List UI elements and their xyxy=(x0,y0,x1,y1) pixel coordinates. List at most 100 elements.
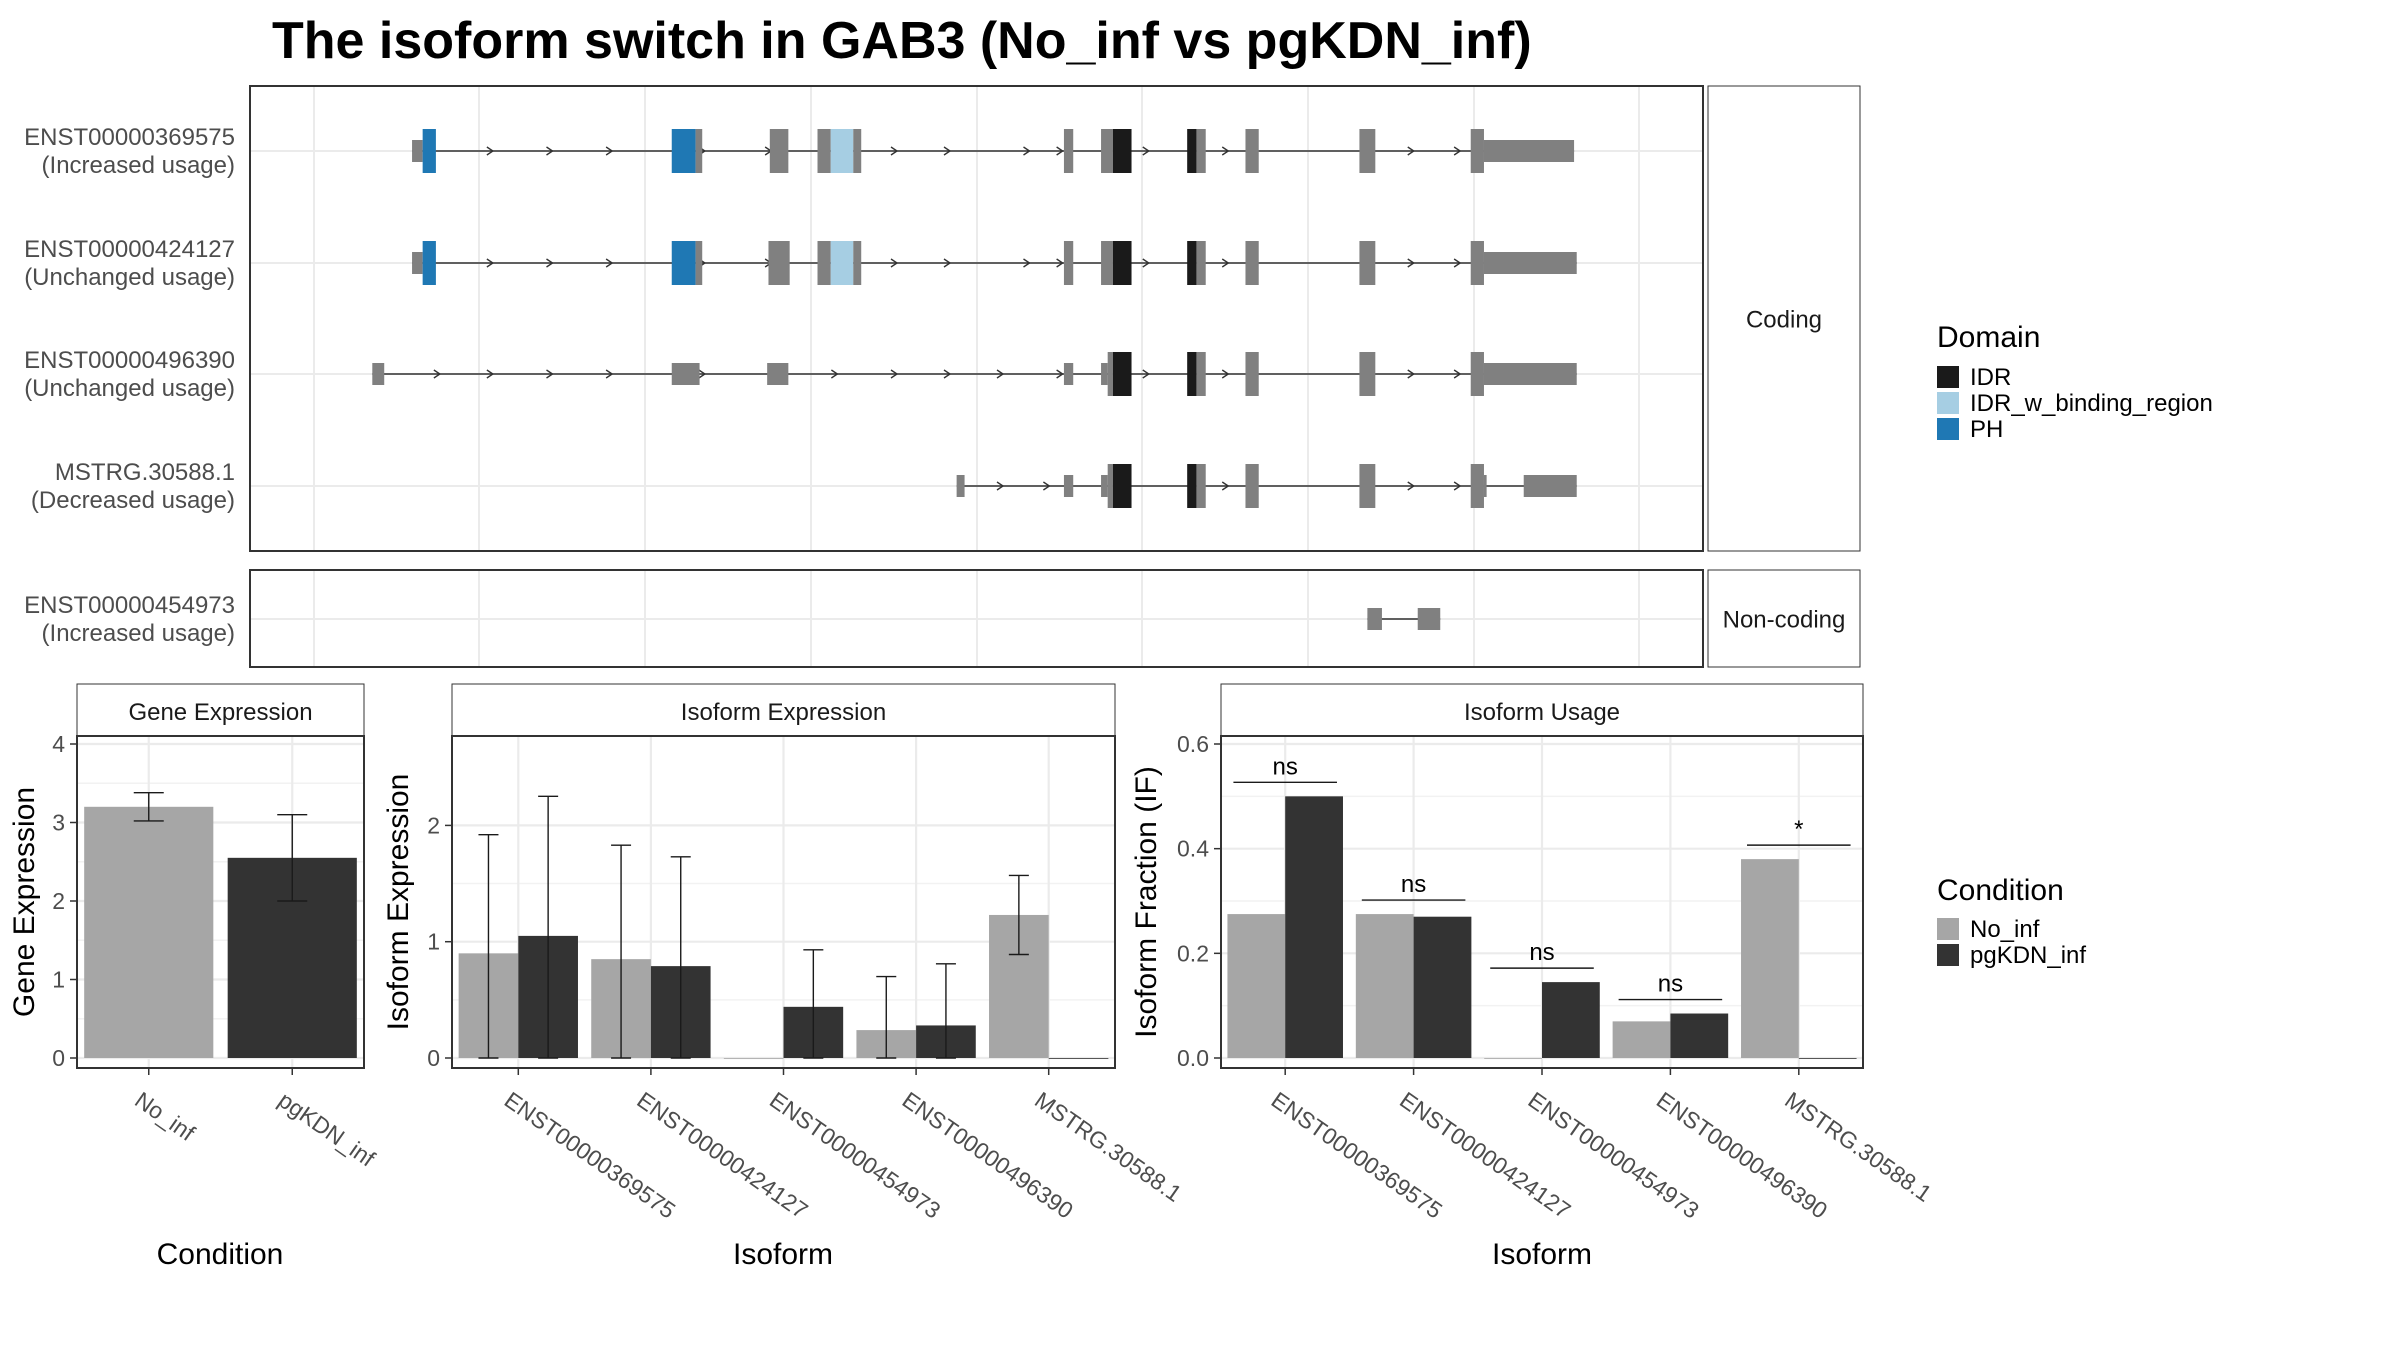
exon-block xyxy=(1523,475,1577,497)
exon-block xyxy=(1367,608,1382,630)
facet-strip xyxy=(1707,85,1861,552)
exon-block xyxy=(1417,608,1441,630)
chart-gene-expression: Gene Expression 0 1 2 3 4 No_inf pgKDN_inf Condi… xyxy=(8,683,380,1271)
exon-block xyxy=(1196,129,1206,173)
isoform-id-label: ENST00000369575 xyxy=(24,124,235,151)
legend-label-no-inf: No_inf xyxy=(1970,916,2040,943)
legend-key-idr-w-binding-region xyxy=(1937,392,1959,414)
exon-block xyxy=(372,363,385,385)
strand-arrow xyxy=(1056,258,1064,268)
exon-block xyxy=(1063,475,1074,497)
strand-arrow xyxy=(1023,146,1031,156)
figure-title: The isoform switch in GAB3 (No_inf vs pg… xyxy=(272,12,1532,70)
panel-border xyxy=(249,569,1704,668)
facet-strip-label: Gene Expression xyxy=(128,699,312,726)
strand-arrow xyxy=(996,369,1005,379)
domain-idr xyxy=(1112,129,1132,173)
transcript-enst00000369575 xyxy=(412,129,1575,173)
bar-chart-panels: Gene Expression 0 1 2 3 4 No_inf pgKDN_inf Condi… xyxy=(8,683,1937,1271)
significance-label: ns xyxy=(1658,971,1683,998)
y-tick-label: 2 xyxy=(427,812,440,838)
exon-block xyxy=(412,252,423,274)
strand-arrow xyxy=(943,258,952,268)
legend-key-idr xyxy=(1937,366,1959,388)
bar-no-inf-enst00000424127 xyxy=(1355,914,1414,1058)
exon-block xyxy=(769,129,789,173)
exon-block xyxy=(1245,464,1259,508)
isoform-usage-label: (Increased usage) xyxy=(42,152,235,179)
exon-block xyxy=(695,241,703,285)
domain-idr-w-binding-region xyxy=(830,241,854,285)
legend-label-pgkdn-inf: pgKDN_inf xyxy=(1970,942,2086,969)
exon-block xyxy=(1359,241,1376,285)
bar-pgkdn-inf-enst00000424127 xyxy=(1413,916,1472,1058)
strand-arrow xyxy=(1142,369,1151,379)
strand-arrow xyxy=(1142,258,1151,268)
exon-block xyxy=(695,129,703,173)
domain-idr xyxy=(1187,464,1197,508)
domain-ph xyxy=(671,129,696,173)
transcript-enst00000496390 xyxy=(372,352,1577,396)
strand-arrow xyxy=(486,369,495,379)
domain-idr xyxy=(1187,129,1197,173)
panel-border xyxy=(249,85,1704,552)
facet-strip xyxy=(76,683,365,737)
domain-idr xyxy=(1187,241,1197,285)
domain-idr xyxy=(1112,464,1132,508)
exon-block xyxy=(767,363,789,385)
strand-arrow xyxy=(1407,481,1416,491)
exon-block xyxy=(1483,252,1577,274)
exon-block xyxy=(1359,352,1376,396)
y-tick-label: 0.0 xyxy=(1177,1045,1209,1071)
strand-arrow xyxy=(1407,146,1416,156)
isoform-id-label: ENST00000454973 xyxy=(24,592,235,619)
strand-arrow xyxy=(546,146,554,156)
exon-block xyxy=(853,241,862,285)
x-axis-title: Condition xyxy=(157,1238,284,1271)
strand-arrow xyxy=(433,369,442,379)
exon-block xyxy=(817,129,831,173)
bar-no-inf-enst00000496390 xyxy=(1612,1021,1671,1058)
exon-block xyxy=(1107,352,1113,396)
domain-idr xyxy=(1112,352,1132,396)
structure-panel-non-coding: Non-coding xyxy=(249,569,1861,668)
bar-no-inf-enst00000369575 xyxy=(1227,914,1286,1058)
exon-block xyxy=(1483,475,1487,497)
y-tick-label: 3 xyxy=(52,810,65,836)
exon-block xyxy=(412,140,423,162)
facet-strip xyxy=(451,683,1116,737)
exon-block xyxy=(1101,241,1113,285)
exon-block xyxy=(956,475,965,497)
isoform-id-label: ENST00000496390 xyxy=(24,347,235,374)
chart-isoform-expression: Isoform Expression012ENST00000369575ENST… xyxy=(382,683,1186,1271)
chart-isoform-usage: Isoform Usage0.00.20.40.6nsnsnsns*ENST00… xyxy=(1130,683,1937,1271)
exon-block xyxy=(1470,241,1484,285)
strand-arrow xyxy=(546,258,554,268)
strand-arrow xyxy=(943,369,952,379)
strand-arrow xyxy=(890,146,899,156)
strand-arrow xyxy=(1023,258,1031,268)
strand-arrow xyxy=(1056,369,1064,379)
panel-border xyxy=(76,735,365,1069)
strand-arrow xyxy=(486,258,495,268)
bar-no-inf xyxy=(84,806,214,1058)
strand-arrow xyxy=(1407,369,1416,379)
bar-no-inf-mstrg-30588-1 xyxy=(1741,859,1799,1058)
facet-strip-label: Isoform Expression xyxy=(681,699,886,726)
significance-label: ns xyxy=(1529,939,1554,966)
exon-block xyxy=(1470,464,1484,508)
isoform-usage-label: (Decreased usage) xyxy=(31,487,235,514)
facet-strip xyxy=(1220,683,1864,737)
exon-block xyxy=(1101,475,1108,497)
legend-key-no-inf xyxy=(1937,918,1959,940)
transcript-enst00000454973 xyxy=(1367,608,1441,630)
bar-no-inf-enst00000454973 xyxy=(1484,1058,1542,1059)
exon-block xyxy=(1101,129,1113,173)
strand-arrow xyxy=(1221,258,1230,268)
exon-block xyxy=(1196,464,1206,508)
exon-block xyxy=(671,363,700,385)
strand-arrow xyxy=(605,146,614,156)
